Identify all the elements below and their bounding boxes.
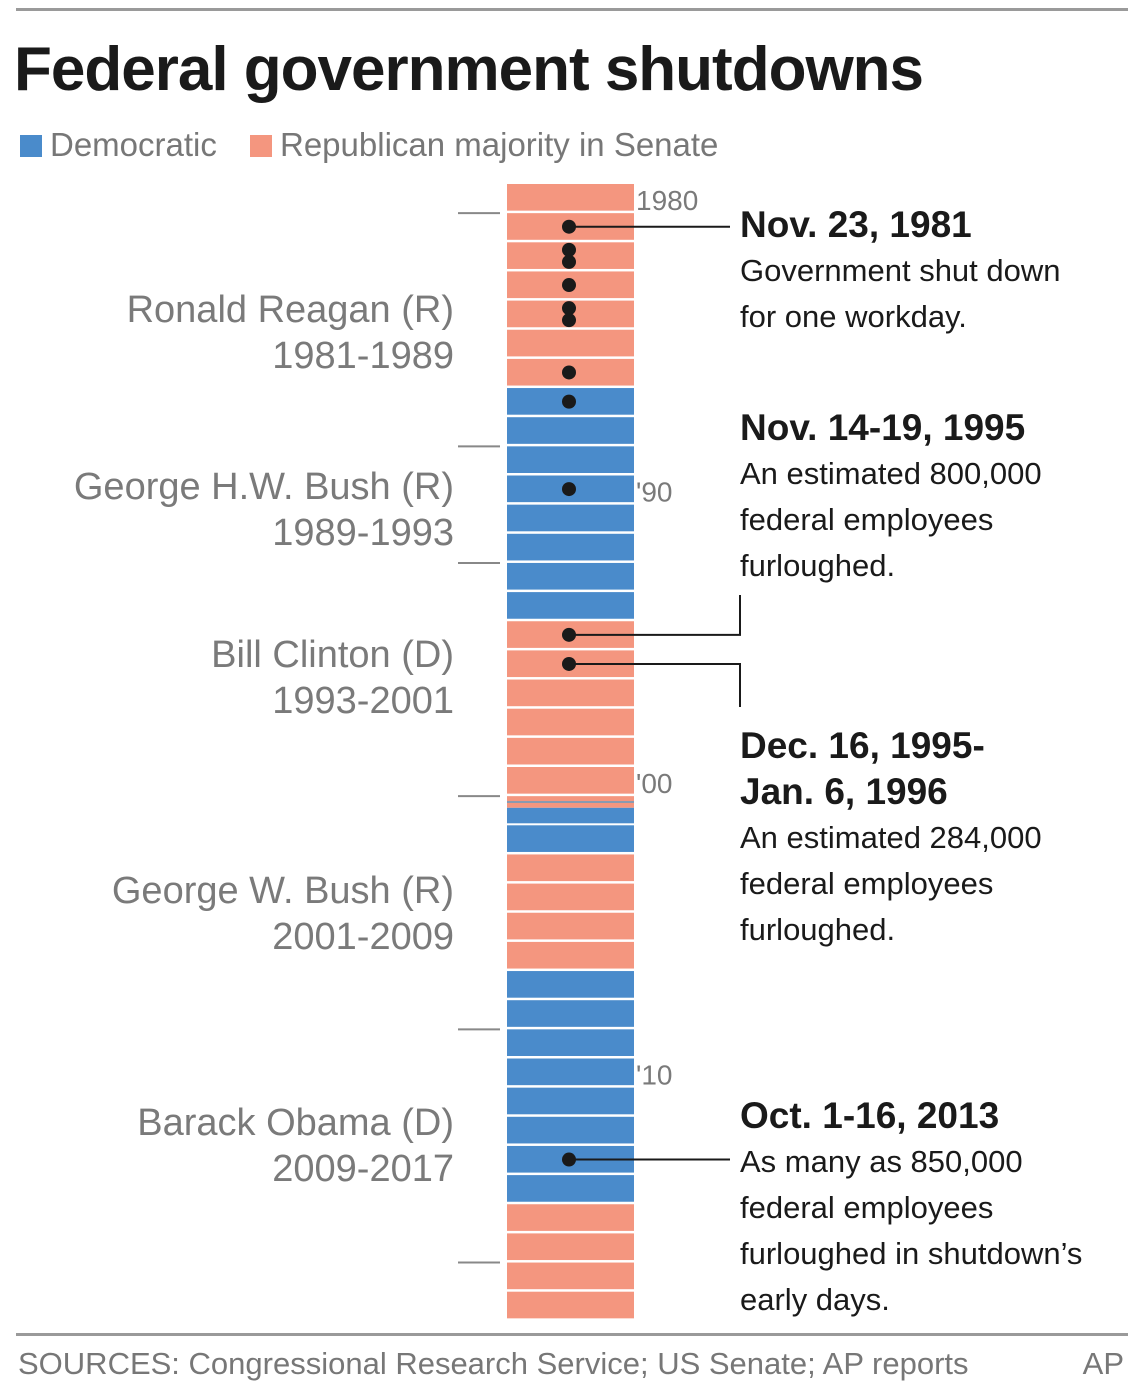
annotation-text: As many as 850,000: [740, 1144, 1023, 1179]
annotation-1995-1996: Dec. 16, 1995- Jan. 6, 1996 An estimated…: [740, 723, 1042, 953]
president-bush-jr: George W. Bush (R) 2001-2009: [112, 868, 454, 960]
year-bar-1991: [507, 504, 634, 532]
top-rule: [16, 8, 1128, 11]
annotation-text: An estimated 800,000: [740, 456, 1042, 491]
annotation-date: Oct. 1-16, 2013: [740, 1095, 1000, 1136]
president-obama: Barack Obama (D) 2009-2017: [137, 1100, 454, 1192]
shutdown-dot-1982: [562, 254, 576, 269]
year-bar-2018: [507, 1291, 634, 1319]
annotation-text: federal employees: [740, 866, 994, 901]
shutdown-dot-1983: [562, 278, 576, 293]
president-years: 1989-1993: [272, 512, 454, 554]
annotation-text: furloughed.: [740, 912, 896, 947]
year-bar-2009: [507, 1029, 634, 1056]
connector-1995: [569, 595, 741, 636]
annotation-text: furloughed in shutdown’s: [740, 1236, 1083, 1271]
president-name: Bill Clinton (D): [211, 634, 454, 676]
year-bar-2004: [507, 883, 634, 911]
annotation-text: early days.: [740, 1282, 890, 1317]
shutdown-dot-1984: [562, 313, 576, 328]
annotation-text: Government shut down: [740, 253, 1061, 288]
annotation-1995: Nov. 14-19, 1995 An estimated 800,000 fe…: [740, 405, 1042, 589]
year-bar-2000: [507, 767, 634, 794]
annotation-date: Dec. 16, 1995-: [740, 725, 985, 766]
year-label-2010: '10: [636, 1060, 673, 1091]
year-bar-2010: [507, 1058, 634, 1086]
president-name: George W. Bush (R): [111, 870, 454, 912]
connector-1996: [569, 662, 741, 707]
annotation-text: furloughed.: [740, 548, 896, 583]
year-bar-2005: [507, 912, 634, 940]
year-bar-2001-d: [507, 807, 634, 824]
year-bar-1994: [507, 592, 634, 619]
shutdown-dot-1984: [562, 301, 576, 316]
annotation-1981: Nov. 23, 1981 Government shut down for o…: [740, 202, 1061, 340]
president-name: Ronald Reagan (R): [126, 289, 454, 331]
year-label-1980: 1980: [636, 185, 698, 216]
year-bar-2006: [507, 941, 634, 969]
legend-label: Democratic: [50, 126, 217, 163]
president-reagan: Ronald Reagan (R) 1981-1989: [127, 287, 454, 379]
year-bar-1992: [507, 533, 634, 561]
year-bar-2011: [507, 1087, 634, 1115]
year-bar-1985: [507, 329, 634, 357]
president-bush-sr: George H.W. Bush (R) 1989-1993: [74, 464, 454, 556]
president-clinton: Bill Clinton (D) 1993-2001: [211, 632, 454, 724]
credit: AP: [1082, 1346, 1124, 1381]
year-bar-1998: [507, 708, 634, 736]
shutdown-dot-1986: [562, 365, 576, 380]
president-years: 2001-2009: [272, 916, 454, 958]
annotation-text: federal employees: [740, 502, 994, 537]
president-years: 1993-2001: [272, 680, 454, 722]
legend-democratic: Democratic: [20, 126, 217, 164]
year-bar-1980: [507, 184, 634, 211]
annotation-date: Jan. 6, 1996: [740, 771, 948, 812]
annotation-text: federal employees: [740, 1190, 994, 1225]
year-label-2000: '00: [636, 768, 673, 799]
annotation-date: Nov. 14-19, 1995: [740, 407, 1026, 448]
annotation-text: for one workday.: [740, 299, 967, 334]
year-bar-2015: [507, 1204, 634, 1231]
year-bar-2003: [507, 854, 634, 882]
sources: SOURCES: Congressional Research Service;…: [18, 1346, 969, 1381]
president-name: George H.W. Bush (R): [73, 466, 454, 508]
year-bar-1989: [507, 446, 634, 473]
year-bar-2008: [507, 1000, 634, 1027]
year-bar-2014: [507, 1175, 634, 1202]
legend-swatch-democratic: [20, 135, 42, 157]
shutdown-dot-1982: [562, 242, 576, 257]
chart-title: Federal government shutdowns: [14, 35, 924, 104]
year-bar-2016: [507, 1233, 634, 1261]
president-years: 2009-2017: [272, 1148, 454, 1190]
year-bar-2007: [507, 971, 634, 998]
year-bar-1993: [507, 562, 634, 590]
year-bar-2002: [507, 825, 634, 852]
legend-swatch-republican: [250, 135, 272, 157]
bottom-rule: [16, 1333, 1128, 1336]
annotation-2013: Oct. 1-16, 2013 As many as 850,000 feder…: [740, 1093, 1082, 1323]
annotation-text: An estimated 284,000: [740, 820, 1042, 855]
year-bar-2012: [507, 1116, 634, 1144]
year-label-1990: '90: [636, 477, 673, 508]
president-years: 1981-1989: [272, 335, 454, 377]
legend-label: Republican majority in Senate: [280, 126, 719, 163]
annotation-date: Nov. 23, 1981: [740, 204, 972, 245]
president-name: Barack Obama (D): [137, 1102, 454, 1144]
shutdown-dot-1990: [562, 482, 576, 497]
year-bar-2017: [507, 1262, 634, 1290]
year-bar-1999: [507, 737, 634, 765]
shutdown-dot-1987: [562, 394, 576, 409]
year-bar-1997: [507, 679, 634, 707]
year-bar-1988: [507, 417, 634, 444]
legend-republican: Republican majority in Senate: [250, 126, 718, 164]
